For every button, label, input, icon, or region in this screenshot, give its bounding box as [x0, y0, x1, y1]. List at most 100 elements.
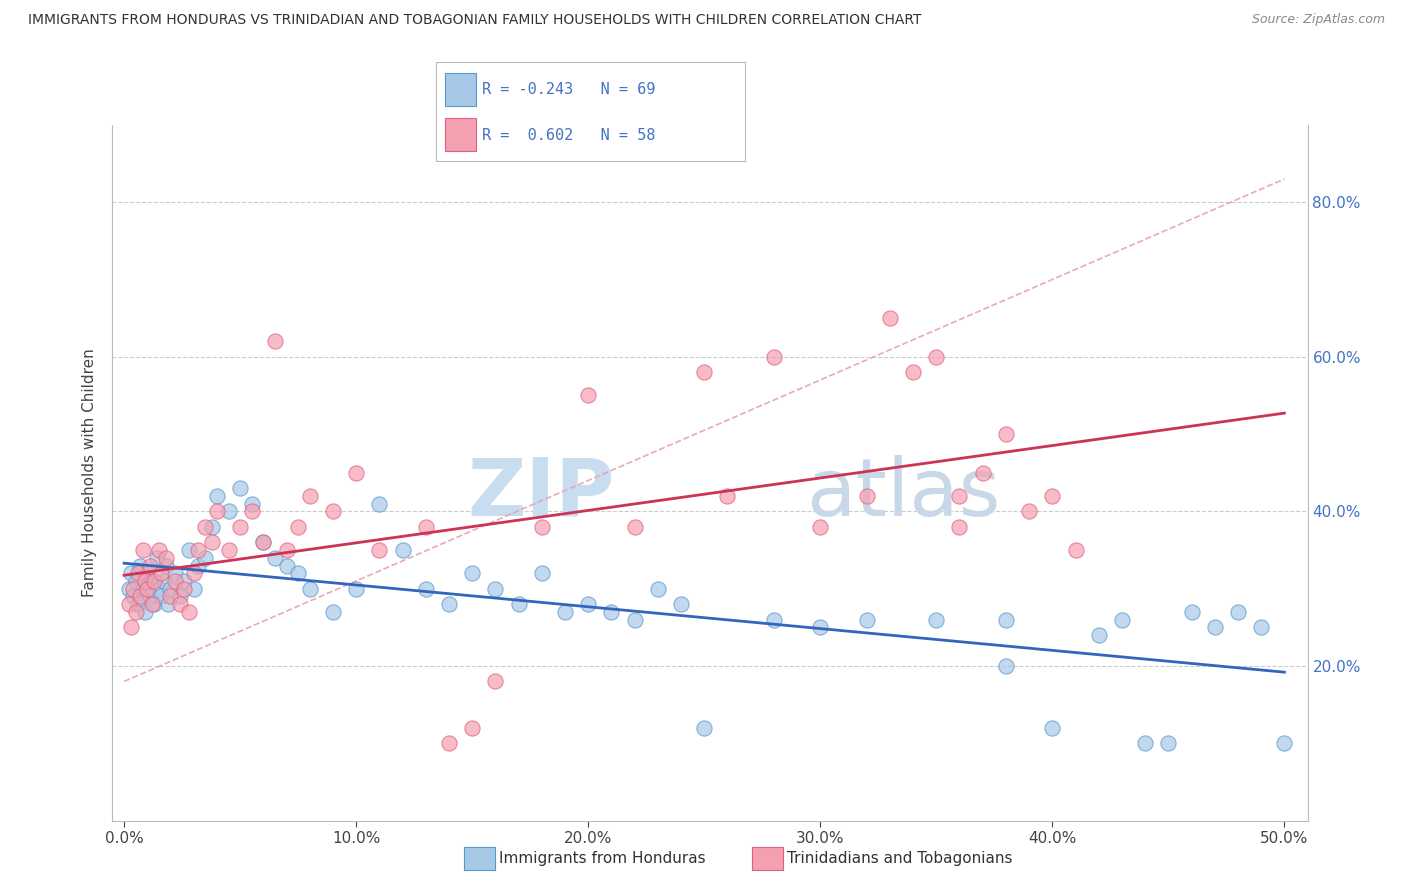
Point — [925, 613, 948, 627]
Point — [173, 574, 195, 588]
Point — [808, 620, 831, 634]
Point — [994, 659, 1017, 673]
Point — [183, 582, 205, 596]
Point — [1204, 620, 1226, 634]
Point — [155, 558, 177, 573]
Point — [148, 582, 170, 596]
Point — [391, 543, 413, 558]
Point — [205, 489, 228, 503]
Point — [143, 574, 166, 588]
Point — [177, 543, 200, 558]
Point — [187, 558, 209, 573]
Point — [948, 520, 970, 534]
Point — [145, 550, 167, 565]
Point — [152, 574, 174, 588]
Point — [669, 597, 692, 611]
Text: R =  0.602   N = 58: R = 0.602 N = 58 — [482, 128, 655, 143]
Point — [623, 613, 645, 627]
Point — [134, 605, 156, 619]
Point — [879, 311, 901, 326]
Point — [461, 566, 484, 581]
Point — [131, 582, 153, 596]
Point — [1180, 605, 1202, 619]
Point — [1157, 736, 1180, 750]
Point — [1226, 605, 1249, 619]
Point — [576, 597, 599, 611]
Point — [1040, 489, 1063, 503]
Point — [368, 497, 391, 511]
Point — [530, 566, 553, 581]
Point — [1250, 620, 1272, 634]
Point — [127, 597, 149, 611]
Point — [194, 520, 217, 534]
Point — [1040, 721, 1063, 735]
Point — [218, 543, 240, 558]
Point — [118, 582, 141, 596]
Point — [122, 582, 145, 596]
Point — [508, 597, 530, 611]
Point — [205, 504, 228, 518]
Point — [136, 582, 159, 596]
Point — [322, 605, 344, 619]
Point — [136, 566, 159, 581]
Point — [194, 550, 217, 565]
Point — [1272, 736, 1295, 750]
Bar — [446, 73, 477, 105]
Point — [576, 388, 599, 402]
Point — [240, 497, 263, 511]
Point — [187, 543, 209, 558]
Point — [925, 350, 948, 364]
Point — [148, 543, 170, 558]
Point — [1111, 613, 1133, 627]
Point — [122, 590, 145, 604]
Point — [437, 736, 460, 750]
Point — [173, 582, 195, 596]
Point — [159, 590, 181, 604]
Point — [368, 543, 391, 558]
Point — [322, 504, 344, 518]
Point — [264, 550, 287, 565]
Point — [201, 520, 224, 534]
Point — [415, 520, 437, 534]
Point — [437, 597, 460, 611]
Point — [344, 466, 367, 480]
Point — [623, 520, 645, 534]
Point — [716, 489, 738, 503]
Text: R = -0.243   N = 69: R = -0.243 N = 69 — [482, 82, 655, 97]
Point — [855, 489, 877, 503]
Point — [138, 590, 160, 604]
Text: Source: ZipAtlas.com: Source: ZipAtlas.com — [1251, 13, 1385, 27]
Point — [1018, 504, 1040, 518]
Point — [808, 520, 831, 534]
Point — [287, 520, 309, 534]
Point — [901, 365, 924, 379]
Text: atlas: atlas — [806, 455, 1000, 533]
Point — [994, 427, 1017, 442]
Point — [484, 674, 506, 689]
Point — [1064, 543, 1087, 558]
Point — [229, 520, 252, 534]
Point — [693, 721, 716, 735]
Text: ZIP: ZIP — [467, 455, 614, 533]
Point — [415, 582, 437, 596]
Point — [276, 543, 298, 558]
Text: IMMIGRANTS FROM HONDURAS VS TRINIDADIAN AND TOBAGONIAN FAMILY HOUSEHOLDS WITH CH: IMMIGRANTS FROM HONDURAS VS TRINIDADIAN … — [28, 13, 921, 28]
Point — [165, 566, 187, 581]
Point — [131, 543, 153, 558]
Point — [287, 566, 309, 581]
Point — [948, 489, 970, 503]
Point — [125, 605, 148, 619]
Point — [276, 558, 298, 573]
Point — [118, 597, 141, 611]
Point — [134, 574, 156, 588]
Point — [1133, 736, 1156, 750]
Point — [141, 597, 163, 611]
Point — [127, 566, 149, 581]
Point — [600, 605, 623, 619]
Point — [157, 597, 180, 611]
Point — [855, 613, 877, 627]
Point — [177, 605, 200, 619]
Point — [252, 535, 274, 549]
Point — [169, 590, 191, 604]
Point — [530, 520, 553, 534]
